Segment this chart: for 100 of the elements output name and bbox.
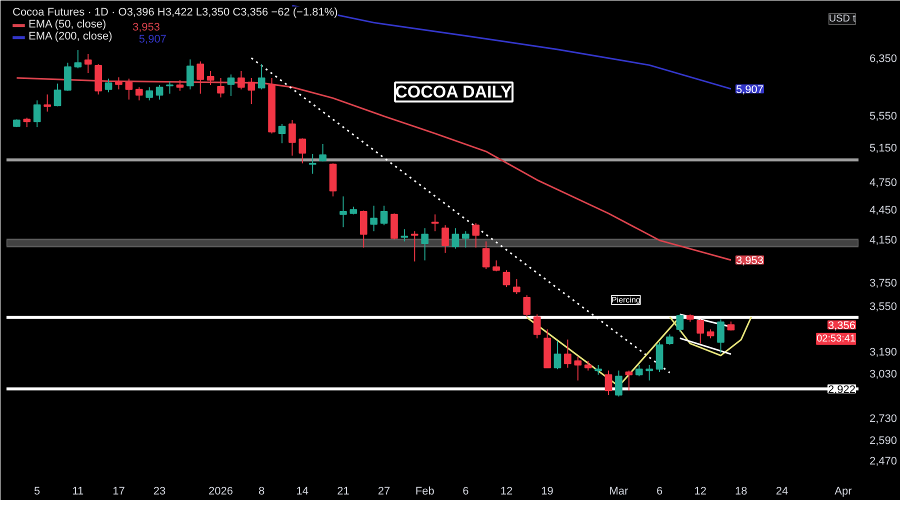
candlestick bbox=[166, 80, 174, 94]
candlestick bbox=[390, 212, 398, 240]
candlestick bbox=[156, 84, 164, 100]
text: 5,907 bbox=[138, 34, 166, 46]
candlestick bbox=[646, 364, 653, 381]
y-axis-title: USD t bbox=[828, 14, 856, 24]
candlestick bbox=[288, 120, 296, 156]
candlestick bbox=[298, 138, 306, 164]
x-tick-label: 24 bbox=[776, 486, 788, 498]
candlestick bbox=[146, 86, 154, 101]
candlestick bbox=[421, 228, 429, 261]
candlestick bbox=[115, 76, 122, 90]
candlestick bbox=[44, 94, 51, 112]
candlestick bbox=[676, 314, 684, 332]
candlestick bbox=[206, 70, 214, 86]
candlestick bbox=[258, 64, 266, 90]
x-tick-label: 27 bbox=[378, 486, 390, 498]
legend-label: EMA (50, close) bbox=[28, 18, 106, 30]
x-tick-label: Mar bbox=[609, 486, 629, 498]
candlestick bbox=[319, 144, 326, 162]
candlestick bbox=[186, 58, 194, 90]
x-tick-label: 6 bbox=[656, 486, 663, 498]
candlestick bbox=[625, 370, 633, 392]
y-tick-label: 4,450 bbox=[870, 204, 898, 217]
candlestick bbox=[513, 278, 520, 295]
candlestick bbox=[74, 50, 82, 69]
candlestick bbox=[574, 356, 582, 381]
candlestick bbox=[717, 318, 724, 354]
candlestick bbox=[238, 70, 245, 90]
text: 3,953 bbox=[132, 22, 160, 34]
candlestick bbox=[615, 370, 622, 397]
candlestick bbox=[472, 222, 480, 248]
y-tick-label: 3,550 bbox=[870, 300, 898, 313]
x-tick-label: 18 bbox=[735, 486, 748, 498]
candlestick bbox=[584, 360, 592, 372]
y-tick-label: 5,550 bbox=[870, 110, 898, 122]
x-tick-label: 12 bbox=[694, 486, 706, 498]
chart-title: Cocoa Futures · 1D · O3,396 H3,422 L3,350 C3,356 −62 (−1.81%) bbox=[12, 6, 338, 18]
candlestick bbox=[248, 77, 256, 105]
x-tick-label: 14 bbox=[296, 486, 309, 498]
candlestick bbox=[410, 230, 418, 262]
y-tick-label: 5,150 bbox=[870, 142, 898, 154]
candlestick bbox=[64, 62, 72, 92]
candlestick bbox=[482, 240, 490, 270]
annotation: 02:53:41 bbox=[816, 333, 856, 344]
candlestick bbox=[564, 339, 572, 368]
candlestick bbox=[135, 86, 143, 101]
candlestick bbox=[196, 60, 204, 94]
candlestick bbox=[442, 224, 449, 254]
x-tick-label: 6 bbox=[462, 486, 469, 498]
candlestick bbox=[104, 78, 112, 93]
candlestick bbox=[604, 370, 612, 396]
x-tick-label: 21 bbox=[337, 486, 350, 498]
candlestick bbox=[23, 117, 31, 128]
x-tick-label: 5 bbox=[34, 486, 40, 498]
candlestick bbox=[533, 314, 541, 339]
text: 3,356 bbox=[828, 320, 856, 332]
candlestick bbox=[696, 318, 704, 344]
y-tick-label: 3,030 bbox=[870, 368, 898, 380]
x-tick-label: 2026 bbox=[208, 486, 234, 498]
x-tick-label: Apr bbox=[834, 486, 852, 498]
candlestick bbox=[452, 228, 460, 250]
y-tick-label: 4,150 bbox=[870, 234, 898, 246]
y-tick-label: 4,750 bbox=[870, 176, 898, 189]
candlestick bbox=[400, 228, 408, 242]
y-tick-label: 3,190 bbox=[870, 346, 898, 358]
annotation: Piercing bbox=[611, 296, 640, 304]
x-tick-label: 17 bbox=[112, 486, 125, 498]
candlestick bbox=[523, 294, 531, 318]
candlestick bbox=[54, 83, 62, 107]
x-tick-label: 11 bbox=[72, 486, 84, 498]
y-tick-label: 3,750 bbox=[870, 278, 898, 290]
legend-label: EMA (200, close) bbox=[28, 30, 112, 42]
candlestick bbox=[217, 77, 224, 98]
ref-line-label: 2,922 bbox=[828, 384, 856, 396]
y-tick-label: 2,470 bbox=[870, 455, 898, 468]
candlestick bbox=[462, 230, 470, 248]
x-tick-label: 12 bbox=[500, 486, 513, 498]
candlestick bbox=[278, 123, 286, 144]
data-label: 3,953 bbox=[736, 255, 764, 268]
x-tick-label: 19 bbox=[541, 486, 554, 498]
y-tick-label: 2,730 bbox=[870, 412, 898, 425]
candlestick bbox=[635, 364, 643, 377]
candlestick bbox=[666, 334, 674, 346]
y-tick-label: 6,350 bbox=[870, 53, 898, 66]
x-tick-label: 23 bbox=[153, 486, 166, 498]
candlestick bbox=[176, 80, 184, 92]
x-tick-label: Feb bbox=[415, 486, 434, 498]
candlestick bbox=[370, 205, 378, 232]
candlestick bbox=[502, 270, 510, 288]
candlestick bbox=[492, 260, 500, 272]
candlestick bbox=[360, 210, 368, 248]
candlestick bbox=[380, 205, 388, 226]
candlestick bbox=[84, 54, 92, 74]
candlestick bbox=[125, 78, 133, 100]
candlestick bbox=[340, 196, 347, 228]
candlestick bbox=[227, 74, 235, 96]
y-tick-label: 2,590 bbox=[870, 435, 898, 448]
candlestick bbox=[33, 100, 41, 128]
line-series bbox=[16, 77, 732, 261]
